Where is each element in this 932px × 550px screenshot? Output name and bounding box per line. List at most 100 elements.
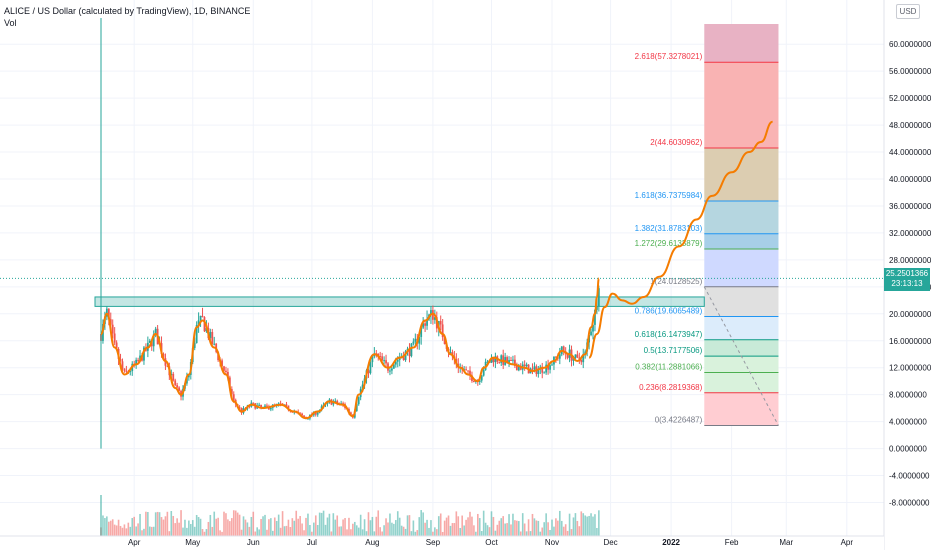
volume-bar bbox=[385, 518, 387, 536]
candle-body bbox=[385, 360, 387, 364]
candle-body bbox=[574, 354, 577, 359]
volume-bar bbox=[447, 515, 450, 536]
volume-bar bbox=[352, 523, 354, 536]
volume-bars bbox=[100, 495, 600, 536]
price-tick-label: 32.0000000 bbox=[889, 229, 932, 238]
candle-body bbox=[383, 360, 385, 362]
volume-bar bbox=[334, 519, 337, 536]
volume-bar bbox=[465, 519, 467, 536]
chart-title: ALICE / US Dollar (calculated by Trading… bbox=[4, 6, 251, 16]
candle-body bbox=[123, 368, 126, 371]
volume-bar bbox=[484, 522, 487, 536]
volume-bar bbox=[570, 529, 573, 536]
price-tick-label: 4.0000000 bbox=[889, 418, 927, 427]
volume-bar bbox=[119, 525, 122, 536]
fib-level-label: 2(44.6030962) bbox=[650, 138, 702, 147]
volume-bar bbox=[437, 516, 440, 536]
time-tick-label: Aug bbox=[365, 538, 379, 547]
candle-body bbox=[494, 356, 497, 363]
candle-body bbox=[201, 315, 204, 318]
volume-bar bbox=[406, 515, 409, 536]
candle-body bbox=[492, 358, 495, 363]
time-tick-label: Oct bbox=[485, 538, 498, 547]
volume-bar bbox=[355, 525, 358, 536]
volume-bar bbox=[461, 515, 463, 536]
candle-body bbox=[221, 360, 223, 367]
candle-body bbox=[172, 373, 175, 381]
currency-button[interactable]: USD bbox=[896, 4, 920, 19]
support-zone-rect bbox=[94, 296, 705, 307]
fib-zone bbox=[704, 147, 779, 202]
volume-bar bbox=[371, 516, 374, 536]
volume-bar bbox=[434, 527, 436, 536]
volume-bar bbox=[367, 512, 370, 536]
volume-bar bbox=[258, 529, 260, 536]
candle-body bbox=[314, 411, 317, 415]
volume-bar bbox=[439, 513, 442, 536]
candle-body bbox=[449, 352, 452, 354]
volume-bar bbox=[238, 514, 241, 536]
candle-body bbox=[498, 361, 501, 363]
volume-bar bbox=[297, 518, 299, 536]
volume-bar bbox=[193, 526, 196, 536]
volume-bar bbox=[477, 513, 479, 536]
volume-bar bbox=[137, 523, 139, 536]
volume-bar bbox=[115, 525, 118, 536]
volume-bar bbox=[543, 522, 545, 536]
candle-body bbox=[551, 364, 553, 366]
volume-bar bbox=[184, 519, 186, 536]
time-axis[interactable]: Apr May Jun Jul Aug Sep Oct Nov Dec 2022 Feb Mar Apr bbox=[0, 535, 884, 550]
volume-bar bbox=[506, 523, 508, 536]
volume-bar bbox=[213, 511, 216, 536]
volume-bar bbox=[346, 529, 348, 536]
volume-bar bbox=[211, 526, 214, 536]
fib-zone-top bbox=[704, 24, 779, 63]
volume-bar bbox=[490, 511, 493, 536]
candle-body bbox=[139, 355, 141, 361]
volume-bar bbox=[422, 512, 424, 536]
volume-bar bbox=[125, 528, 128, 536]
volume-bar bbox=[502, 516, 504, 536]
candle-body bbox=[197, 320, 200, 325]
volume-bar bbox=[303, 530, 305, 536]
volume-bar bbox=[420, 510, 422, 536]
volume-bar bbox=[164, 516, 167, 536]
candle-body bbox=[213, 343, 216, 345]
support-zone[interactable] bbox=[0, 277, 884, 307]
volume-bar bbox=[445, 517, 448, 536]
volume-bar bbox=[232, 510, 235, 536]
fib-zone bbox=[704, 356, 779, 373]
candle-body bbox=[199, 315, 202, 321]
volume-bar bbox=[160, 517, 163, 536]
volume-bar bbox=[127, 522, 130, 536]
volume-bar bbox=[240, 529, 243, 536]
candle-body bbox=[590, 331, 592, 336]
volume-bar bbox=[359, 514, 362, 536]
candle-body bbox=[514, 359, 516, 366]
volume-bar bbox=[400, 525, 403, 536]
volume-bar bbox=[566, 530, 569, 536]
candle-body bbox=[211, 331, 214, 345]
volume-bar bbox=[139, 513, 141, 536]
current-price-value: 25.2501366 bbox=[885, 269, 929, 278]
candle-body bbox=[515, 365, 518, 371]
volume-bar bbox=[256, 527, 258, 536]
candle-body bbox=[137, 359, 139, 361]
volume-bar bbox=[129, 526, 132, 536]
candle-body bbox=[465, 369, 467, 371]
volume-bar bbox=[533, 518, 536, 536]
volume-bar bbox=[408, 515, 411, 536]
volume-bar bbox=[277, 514, 280, 536]
candle-body bbox=[414, 338, 417, 342]
volume-bar bbox=[426, 519, 428, 536]
price-tick-label: 28.0000000 bbox=[889, 256, 932, 265]
volume-bar bbox=[414, 531, 417, 536]
volume-bar bbox=[223, 511, 225, 536]
candle-body bbox=[379, 356, 382, 358]
volume-bar bbox=[305, 517, 307, 536]
candle-body bbox=[125, 370, 128, 372]
projection-path[interactable] bbox=[100, 120, 774, 420]
time-tick-label: Mar bbox=[779, 538, 793, 547]
fibonacci-extension[interactable]: 0(3.4226487) 0.236(8.2819368) 0.382(11.288… bbox=[635, 24, 779, 427]
